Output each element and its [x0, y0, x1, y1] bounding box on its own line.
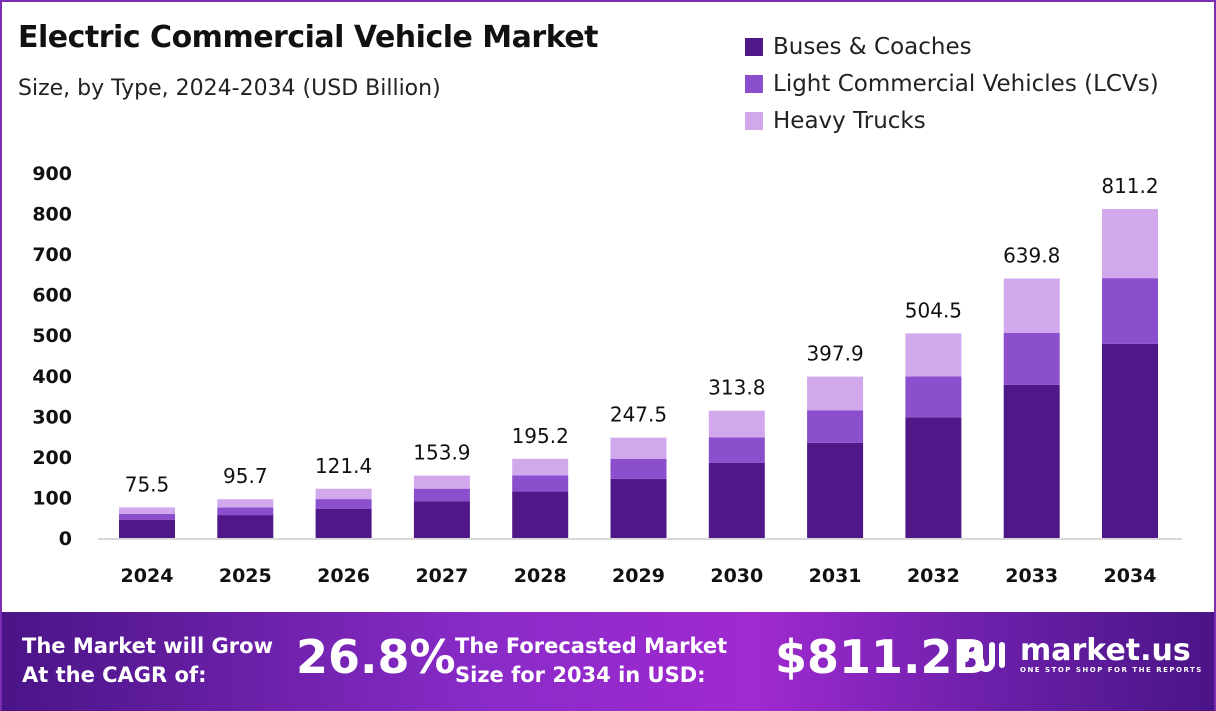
bar-segment: [413, 488, 470, 502]
bar-segment: [217, 515, 274, 538]
y-tick-label: 0: [59, 528, 72, 550]
data-label: 75.5: [125, 472, 170, 496]
forecast-label: The Forecasted Market Size for 2034 in US…: [455, 634, 728, 687]
y-tick-label: 400: [32, 366, 72, 388]
legend-label: Heavy Trucks: [773, 107, 926, 134]
bar-segment: [119, 519, 175, 538]
bar-segment: [315, 488, 372, 500]
x-tick-label: 2024: [121, 565, 174, 587]
x-tick-label: 2030: [710, 565, 763, 587]
bar-segment: [905, 333, 962, 377]
legend: Buses & Coaches Light Commercial Vehicle…: [745, 28, 1159, 139]
data-label: 639.8: [1003, 244, 1060, 268]
x-tick-label: 2025: [219, 565, 272, 587]
x-tick-label: 2033: [1005, 565, 1058, 587]
y-tick-label: 800: [32, 204, 72, 226]
market-us-logo: market.us ONE STOP SHOP FOR THE REPORTS: [962, 636, 1203, 674]
y-tick-label: 500: [32, 325, 72, 347]
bar-segment: [315, 499, 372, 509]
bar-segment: [807, 376, 864, 411]
bar-segment: [217, 507, 274, 516]
y-tick-label: 900: [32, 163, 72, 185]
cagr-label: The Market will Grow At the CAGR of:: [22, 634, 273, 687]
data-label: 121.4: [315, 454, 372, 478]
bar-segment: [413, 475, 470, 489]
brand-tagline: ONE STOP SHOP FOR THE REPORTS: [1020, 666, 1203, 674]
forecast-value: $811.2B: [775, 630, 988, 684]
cagr-value: 26.8%: [296, 630, 456, 684]
bar-segment: [512, 475, 569, 492]
bar-segment: [610, 458, 667, 479]
footer-banner: The Market will Grow At the CAGR of: 26.8…: [0, 612, 1216, 711]
bar-segment: [905, 417, 962, 538]
bar-segment: [708, 410, 765, 438]
bar-segment: [1003, 332, 1060, 385]
y-tick-label: 200: [32, 447, 72, 469]
bar-segment: [1102, 209, 1158, 279]
bar-segment: [610, 437, 667, 459]
legend-item: Light Commercial Vehicles (LCVs): [745, 65, 1159, 102]
y-tick-label: 100: [32, 487, 72, 509]
legend-item: Buses & Coaches: [745, 28, 1159, 65]
x-tick-label: 2028: [514, 565, 567, 587]
data-label: 153.9: [413, 441, 470, 465]
bar-segment: [119, 507, 175, 514]
y-tick-label: 300: [32, 406, 72, 428]
bar-segment: [807, 410, 864, 443]
bar-segment: [1003, 384, 1060, 538]
x-tick-label: 2026: [317, 565, 370, 587]
chart-title: Electric Commercial Vehicle Market: [18, 20, 599, 55]
bar-chart: 0 100 200 300 400 500 600 700 800 900 75.5 2024 95.7…: [32, 163, 1182, 587]
bar-segment: [119, 513, 175, 520]
x-tick-label: 2031: [809, 565, 862, 587]
bar-segment: [708, 437, 765, 463]
bar-segment: [413, 501, 470, 538]
bar-segment: [217, 499, 274, 508]
x-tick-label: 2027: [415, 565, 468, 587]
bar-segment: [610, 478, 667, 538]
y-tick-label: 600: [32, 285, 72, 307]
x-tick-label: 2032: [907, 565, 960, 587]
bar-segment: [708, 462, 765, 538]
legend-swatch: [745, 37, 763, 56]
data-label: 313.8: [708, 376, 765, 400]
x-tick-label: 2034: [1104, 565, 1157, 587]
bar-segment: [512, 491, 569, 538]
data-label: 811.2: [1101, 174, 1158, 198]
legend-item: Heavy Trucks: [745, 102, 1159, 139]
data-label: 195.2: [512, 424, 569, 448]
legend-label: Light Commercial Vehicles (LCVs): [773, 70, 1159, 97]
bar-segment: [315, 508, 372, 538]
logo-icon: [963, 641, 1005, 672]
bar-segment: [1102, 278, 1158, 344]
bar-segment: [807, 442, 864, 538]
x-tick-label: 2029: [612, 565, 665, 587]
data-label: 504.5: [905, 298, 962, 322]
y-tick-label: 700: [32, 244, 72, 266]
data-label: 397.9: [806, 342, 863, 366]
bar-segment: [1003, 278, 1060, 333]
bar-segment: [1102, 343, 1158, 538]
data-label: 95.7: [223, 464, 268, 488]
legend-swatch: [745, 74, 763, 93]
data-label: 247.5: [610, 403, 667, 427]
legend-swatch: [745, 111, 763, 130]
legend-label: Buses & Coaches: [773, 33, 972, 60]
brand-name: market.us: [1020, 633, 1191, 668]
chart-subtitle: Size, by Type, 2024-2034 (USD Billion): [18, 76, 441, 101]
bar-segment: [905, 376, 962, 418]
bar-segment: [512, 458, 569, 476]
